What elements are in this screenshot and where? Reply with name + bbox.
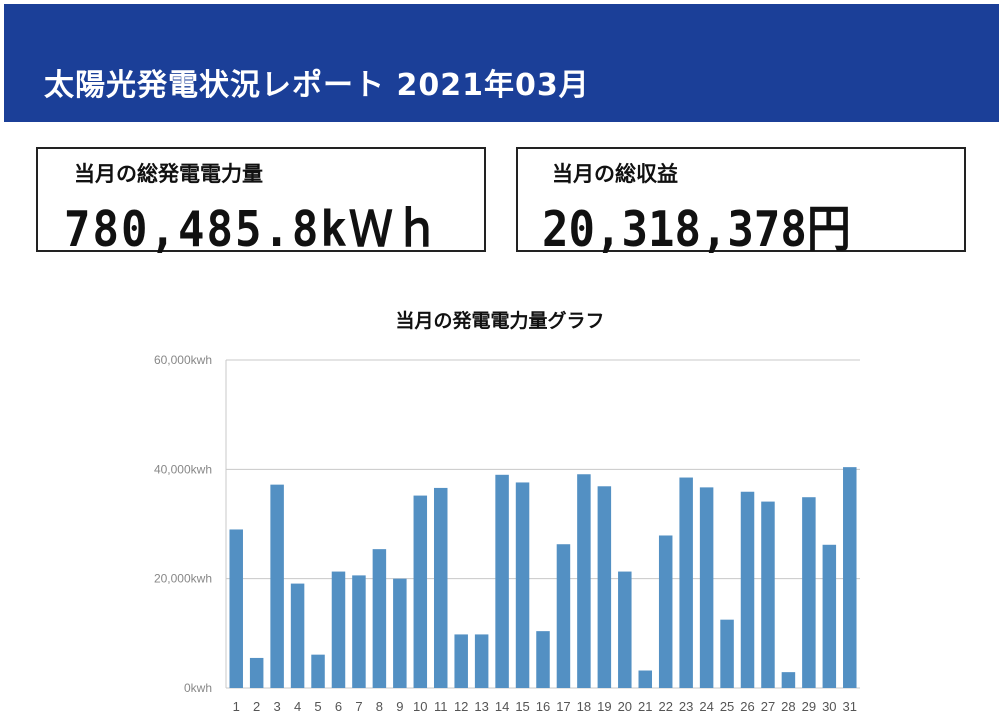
x-tick-label: 26 — [740, 699, 754, 714]
x-tick-label: 6 — [335, 699, 342, 714]
bar-day-29 — [802, 497, 816, 688]
x-tick-label: 3 — [274, 699, 281, 714]
bar-day-6 — [331, 571, 346, 688]
x-tick-label: 1 — [233, 699, 240, 714]
total-generation-value: 780,485.8kＷｈ — [64, 201, 441, 259]
total-revenue-card: 当月の総収益 20,318,378円 — [516, 147, 966, 258]
y-tick-label: 40,000kwh — [154, 462, 212, 476]
x-tick-label: 10 — [413, 699, 427, 714]
x-tick-label: 14 — [495, 699, 509, 714]
x-tick-label: 11 — [434, 699, 448, 714]
bar-day-26 — [740, 491, 755, 688]
x-tick-label: 13 — [474, 699, 488, 714]
bar-day-1 — [229, 529, 243, 688]
y-tick-label: 60,000kwh — [154, 353, 212, 367]
bar-day-20 — [618, 571, 632, 688]
bar-day-4 — [290, 583, 305, 688]
bar-day-2 — [249, 657, 264, 688]
x-tick-label: 20 — [618, 699, 632, 714]
x-tick-label: 4 — [294, 699, 301, 714]
x-tick-label: 19 — [597, 699, 611, 714]
x-tick-label: 16 — [536, 699, 550, 714]
bar-day-27 — [761, 501, 775, 688]
x-tick-label: 2 — [253, 699, 260, 714]
bar-day-10 — [413, 495, 428, 688]
x-tick-label: 12 — [454, 699, 468, 714]
x-tick-label: 30 — [822, 699, 836, 714]
x-tick-label: 31 — [843, 699, 857, 714]
x-tick-label: 7 — [355, 699, 362, 714]
x-tick-label: 17 — [556, 699, 570, 714]
total-revenue-label: 当月の総収益 — [552, 162, 678, 186]
x-tick-label: 27 — [761, 699, 775, 714]
bar-day-21 — [638, 670, 653, 688]
chart-title: 当月の発電電力量グラフ — [395, 309, 604, 332]
bar-day-31 — [843, 467, 857, 688]
bar-day-22 — [658, 535, 673, 688]
x-tick-label: 29 — [802, 699, 816, 714]
x-tick-label: 21 — [638, 699, 652, 714]
x-tick-label: 8 — [376, 699, 383, 714]
bar-day-3 — [270, 484, 284, 688]
x-tick-label: 9 — [396, 699, 403, 714]
bar-day-19 — [597, 486, 612, 688]
x-tick-label: 24 — [699, 699, 713, 714]
bar-day-9 — [393, 578, 407, 688]
x-tick-label: 15 — [515, 699, 529, 714]
x-tick-label: 23 — [679, 699, 693, 714]
x-tick-label: 25 — [720, 699, 734, 714]
x-tick-label: 5 — [314, 699, 321, 714]
total-generation-card: 当月の総発電電力量 780,485.8kＷｈ — [36, 147, 486, 258]
bar-day-5 — [311, 654, 325, 688]
bar-day-11 — [433, 487, 448, 688]
bar-day-28 — [781, 672, 796, 688]
bar-day-23 — [679, 477, 693, 688]
bar-day-24 — [699, 487, 714, 688]
bar-day-15 — [515, 482, 530, 688]
total-generation-label: 当月の総発電電力量 — [74, 162, 263, 186]
bar-day-25 — [720, 619, 734, 688]
bar-day-12 — [454, 634, 468, 688]
y-tick-label: 20,000kwh — [154, 572, 212, 586]
x-tick-label: 28 — [781, 699, 795, 714]
y-tick-label: 0kwh — [184, 681, 212, 695]
bar-day-14 — [495, 474, 509, 688]
bar-day-18 — [577, 474, 591, 688]
report-header: 太陽光発電状況レポート 2021年03月 — [4, 4, 999, 122]
bar-day-7 — [352, 575, 366, 688]
bar-day-17 — [556, 544, 571, 688]
total-revenue-value: 20,318,378円 — [542, 201, 851, 259]
bar-day-8 — [372, 549, 387, 688]
bar-day-30 — [822, 544, 837, 688]
bar-day-16 — [536, 631, 550, 688]
bar-day-13 — [474, 634, 489, 688]
x-tick-label: 18 — [577, 699, 591, 714]
x-tick-label: 22 — [658, 699, 672, 714]
generation-bar-chart: 当月の発電電力量グラフ 0kwh 20,000kwh 40,000kwh 60,000k… — [154, 309, 860, 714]
report-title: 太陽光発電状況レポート 2021年03月 — [44, 68, 590, 103]
